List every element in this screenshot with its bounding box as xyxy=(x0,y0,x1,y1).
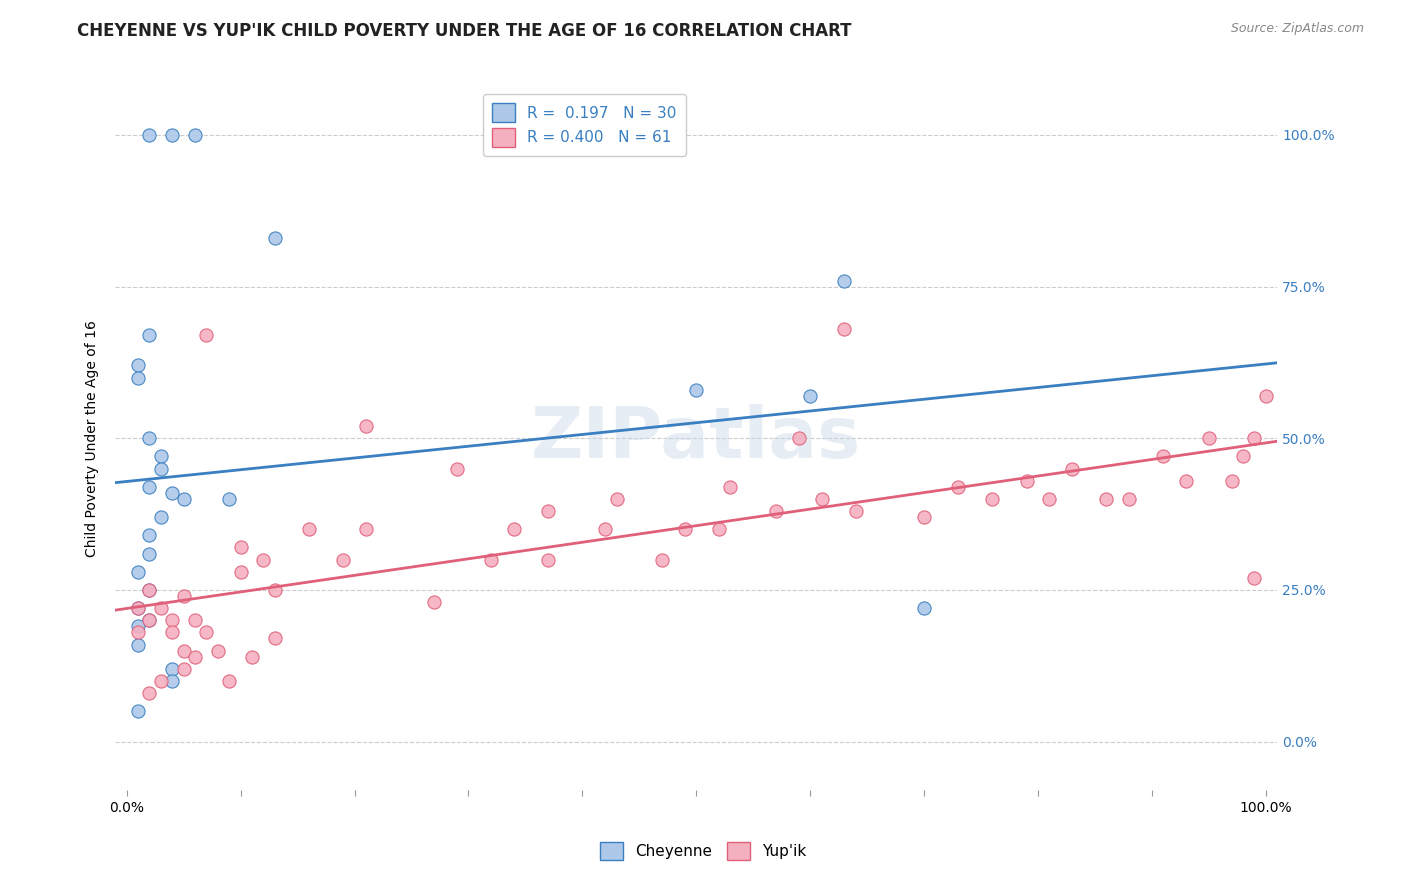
Point xyxy=(127,625,149,640)
Point xyxy=(138,128,160,142)
Point xyxy=(149,450,172,464)
Point xyxy=(127,370,149,384)
Point xyxy=(1243,431,1265,445)
Point xyxy=(1015,474,1038,488)
Point xyxy=(173,643,195,657)
Point xyxy=(138,480,160,494)
Point xyxy=(981,491,1004,506)
Point xyxy=(834,322,856,336)
Point xyxy=(138,613,160,627)
Point xyxy=(138,686,160,700)
Point xyxy=(263,632,285,646)
Point xyxy=(240,649,263,664)
Point xyxy=(1232,450,1254,464)
Point xyxy=(912,601,935,615)
Point xyxy=(149,510,172,524)
Point xyxy=(138,582,160,597)
Point xyxy=(173,491,195,506)
Point xyxy=(834,273,856,287)
Point xyxy=(149,673,172,688)
Text: ZIPatlas: ZIPatlas xyxy=(531,404,862,473)
Point xyxy=(1095,491,1118,506)
Point xyxy=(218,491,240,506)
Point xyxy=(252,552,274,566)
Point xyxy=(138,528,160,542)
Y-axis label: Child Poverty Under the Age of 16: Child Poverty Under the Age of 16 xyxy=(86,320,100,557)
Point xyxy=(263,231,285,245)
Point xyxy=(1152,450,1174,464)
Point xyxy=(138,328,160,343)
Point xyxy=(160,673,183,688)
Point xyxy=(593,522,616,536)
Point xyxy=(173,589,195,603)
Point xyxy=(446,461,468,475)
Point xyxy=(229,541,252,555)
Point xyxy=(127,638,149,652)
Point xyxy=(173,662,195,676)
Point xyxy=(184,613,207,627)
Point xyxy=(685,383,707,397)
Point xyxy=(673,522,696,536)
Point xyxy=(651,552,673,566)
Point xyxy=(787,431,810,445)
Text: Source: ZipAtlas.com: Source: ZipAtlas.com xyxy=(1230,22,1364,36)
Text: CHEYENNE VS YUP'IK CHILD POVERTY UNDER THE AGE OF 16 CORRELATION CHART: CHEYENNE VS YUP'IK CHILD POVERTY UNDER T… xyxy=(77,22,852,40)
Point xyxy=(845,504,868,518)
Point xyxy=(127,565,149,579)
Point xyxy=(332,552,354,566)
Point xyxy=(537,552,560,566)
Point xyxy=(810,491,832,506)
Point xyxy=(423,595,446,609)
Point xyxy=(799,389,821,403)
Point xyxy=(1198,431,1220,445)
Point xyxy=(149,461,172,475)
Point xyxy=(298,522,321,536)
Point xyxy=(1062,461,1084,475)
Point xyxy=(127,601,149,615)
Point xyxy=(127,359,149,373)
Point xyxy=(1254,389,1277,403)
Point xyxy=(127,601,149,615)
Point xyxy=(1175,474,1198,488)
Legend: R =  0.197   N = 30, R = 0.400   N = 61: R = 0.197 N = 30, R = 0.400 N = 61 xyxy=(484,94,686,156)
Point xyxy=(1038,491,1060,506)
Point xyxy=(138,431,160,445)
Point xyxy=(218,673,240,688)
Point xyxy=(229,565,252,579)
Point xyxy=(138,613,160,627)
Point xyxy=(184,128,207,142)
Point xyxy=(127,619,149,633)
Point xyxy=(160,613,183,627)
Point xyxy=(503,522,526,536)
Point xyxy=(138,547,160,561)
Point xyxy=(207,643,229,657)
Point xyxy=(912,510,935,524)
Point xyxy=(160,662,183,676)
Point xyxy=(605,491,627,506)
Point xyxy=(160,486,183,500)
Point xyxy=(263,582,285,597)
Point xyxy=(537,504,560,518)
Point xyxy=(1220,474,1243,488)
Point xyxy=(354,419,377,434)
Point xyxy=(765,504,787,518)
Point xyxy=(195,328,218,343)
Point xyxy=(720,480,742,494)
Point xyxy=(707,522,730,536)
Point xyxy=(1118,491,1140,506)
Point xyxy=(1243,571,1265,585)
Point xyxy=(127,704,149,718)
Point xyxy=(160,625,183,640)
Point xyxy=(149,601,172,615)
Point xyxy=(138,582,160,597)
Point xyxy=(184,649,207,664)
Legend: Cheyenne, Yup'ik: Cheyenne, Yup'ik xyxy=(593,836,813,866)
Point xyxy=(354,522,377,536)
Point xyxy=(479,552,502,566)
Point xyxy=(195,625,218,640)
Point xyxy=(160,128,183,142)
Point xyxy=(948,480,970,494)
